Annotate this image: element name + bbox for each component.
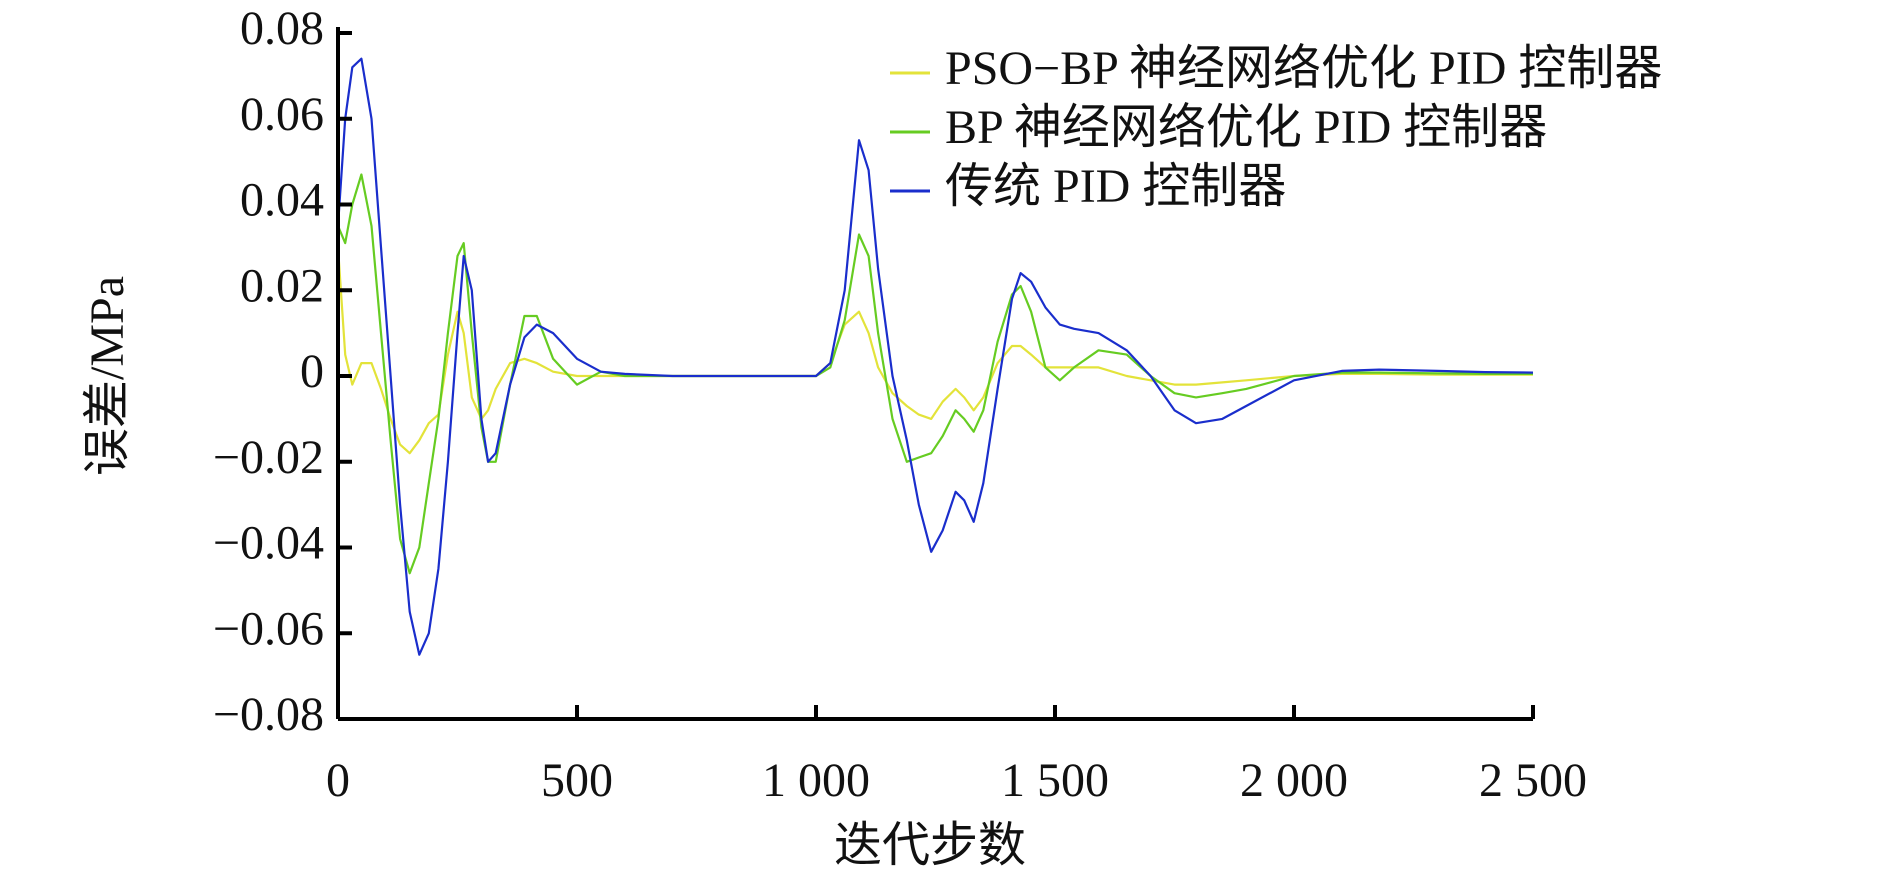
x-tick-label: 2 500 [1479,754,1587,807]
legend-label: 传统 PID 控制器 [945,160,1286,213]
x-tick-label: 0 [326,754,350,807]
legend-label: PSO−BP 神经网络优化 PID 控制器 [945,42,1662,95]
series-line [336,173,1533,575]
x-tick-label: 1 500 [1001,754,1109,807]
y-tick-label: 0.02 [240,259,324,312]
y-axis-label: 误差/MPa [81,276,134,476]
y-tick-label: −0.08 [213,688,324,741]
y-tick-label: 0 [300,345,324,398]
y-tick-label: −0.04 [213,517,324,570]
x-tick-label: 1 000 [762,754,870,807]
legend-label: BP 神经网络优化 PID 控制器 [945,101,1547,154]
series-line [336,247,1533,455]
series-line [336,57,1534,656]
y-tick-label: 0.04 [240,174,324,227]
x-axis-label: 迭代步数 [834,819,1026,872]
y-tick-label: 0.06 [240,88,324,141]
y-tick-label: 0.08 [240,2,324,55]
x-tick-label: 2 000 [1240,754,1348,807]
y-tick-label: −0.02 [213,431,324,484]
y-tick-label: −0.06 [213,602,324,655]
x-tick-label: 500 [541,754,613,807]
